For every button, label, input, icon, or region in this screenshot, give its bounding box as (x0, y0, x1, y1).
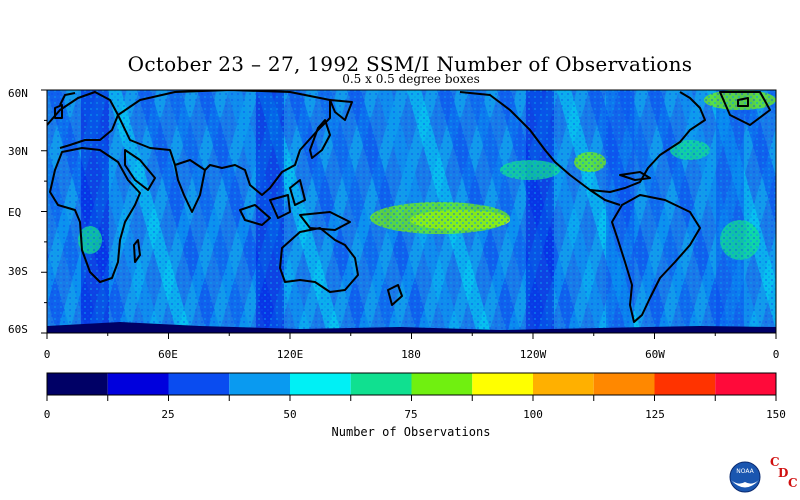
colorbar-swatch (654, 373, 716, 395)
colorbar-swatch (411, 373, 473, 395)
antarctica-region (47, 322, 776, 333)
colorbar-label-50: 50 (283, 408, 297, 421)
map-subtitle: 0.5 x 0.5 degree boxes (342, 72, 480, 86)
colorbar-label-100: 100 (523, 408, 543, 421)
lat-label-30n: 30N (8, 145, 28, 158)
coastlines (47, 90, 771, 323)
colorbar-swatch (350, 373, 412, 395)
colorbar-label-0: 0 (43, 408, 51, 421)
colorbar-swatch (533, 373, 594, 395)
lon-label-0-east: 0 (772, 348, 780, 361)
colorbar (46, 372, 777, 401)
colorbar-label-75: 75 (404, 408, 418, 421)
noaa-logo-text: NOAA (736, 468, 754, 475)
colorbar-swatch (472, 373, 533, 395)
colorbar-swatch (290, 373, 351, 395)
lon-label-180: 180 (401, 348, 421, 361)
cdc-letter-c2: C (788, 476, 798, 490)
colorbar-swatch (107, 373, 169, 395)
colorbar-title: Number of Observations (331, 425, 491, 439)
cdc-letter-c1: C (770, 455, 780, 469)
map-title: October 23 – 27, 1992 SSM/I Number of Ob… (127, 52, 693, 76)
colorbar-swatch (168, 373, 230, 395)
lon-label-60w: 60W (645, 348, 665, 361)
lon-label-120w: 120W (519, 348, 547, 361)
lat-label-30s: 30S (8, 265, 28, 278)
cdc-letter-d: D (778, 466, 789, 480)
lon-label-0: 0 (43, 348, 51, 361)
lat-label-60s: 60S (8, 323, 28, 336)
lat-label-60n: 60N (8, 87, 28, 100)
observation-field (47, 90, 776, 333)
colorbar-swatch (715, 373, 776, 395)
colorbar-swatch (593, 373, 655, 395)
noaa-logo: NOAA (729, 461, 761, 493)
colorbar-label-125: 125 (645, 408, 665, 421)
lon-label-120e: 120E (276, 348, 304, 361)
colorbar-swatch (229, 373, 290, 395)
colorbar-label-25: 25 (161, 408, 175, 421)
colorbar-swatch (47, 373, 108, 395)
colorbar-label-150: 150 (766, 408, 786, 421)
lat-label-eq: EQ (8, 206, 22, 219)
lon-label-60e: 60E (158, 348, 178, 361)
